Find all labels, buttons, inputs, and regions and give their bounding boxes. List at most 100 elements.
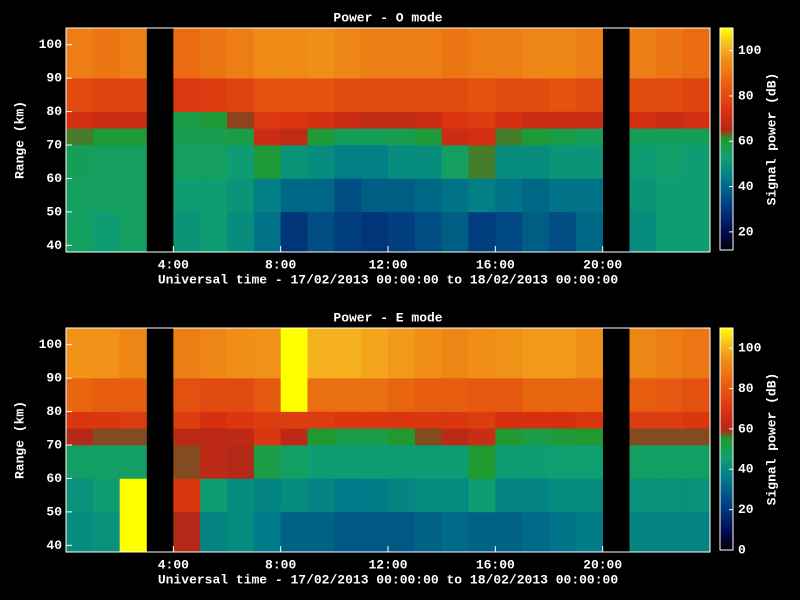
heat-cell (522, 428, 550, 446)
y-tick-label: 50 (46, 204, 62, 219)
heat-cell (307, 411, 335, 429)
heat-cell (549, 28, 577, 79)
heat-cell (414, 178, 442, 213)
heat-cell (414, 28, 442, 79)
heat-cell (683, 28, 711, 79)
heat-cell (307, 478, 335, 513)
heat-cell (468, 128, 496, 146)
heat-cell (549, 328, 577, 379)
heat-cell (414, 445, 442, 479)
heat-cell (522, 128, 550, 146)
heat-cell (280, 178, 308, 213)
heat-cell (522, 411, 550, 429)
heat-cell (361, 511, 389, 553)
heat-cell (334, 28, 362, 79)
heat-cell (253, 145, 281, 179)
heat-cell (388, 328, 416, 379)
heat-cell (173, 111, 201, 129)
heat-cell (495, 78, 523, 112)
y-tick-label: 60 (46, 171, 62, 186)
heat-cell (92, 111, 120, 129)
heat-cell (388, 378, 416, 412)
heat-cell (468, 511, 496, 553)
heat-cell (66, 445, 94, 479)
heat-cell (656, 178, 684, 213)
heat-cell (575, 428, 603, 446)
heat-cell (495, 445, 523, 479)
heat-cell (575, 128, 603, 146)
colorbar-tick-label: 40 (738, 179, 754, 194)
heat-cell (683, 428, 711, 446)
heat-cell (280, 428, 308, 446)
heat-cell (468, 78, 496, 112)
heat-cell (227, 111, 255, 129)
heat-cell (227, 328, 255, 379)
heat-cell (361, 128, 389, 146)
colorbar-label: Signal power (dB) (764, 73, 779, 206)
heat-cell (334, 328, 362, 379)
heat-cell (414, 378, 442, 412)
heat-cell (173, 411, 201, 429)
heat-cell (441, 445, 469, 479)
heat-cell (414, 78, 442, 112)
heat-cell (388, 511, 416, 553)
heat-cell (173, 511, 201, 553)
heat-cell (441, 111, 469, 129)
heat-cell (334, 111, 362, 129)
heat-cell (334, 511, 362, 553)
heat-cell (200, 28, 228, 79)
x-tick-label: 20:00 (583, 557, 622, 572)
heat-cell (66, 428, 94, 446)
heat-cell (307, 428, 335, 446)
heat-cell (414, 128, 442, 146)
heat-cell (575, 78, 603, 112)
heat-cell (361, 378, 389, 412)
y-tick-label: 70 (46, 437, 62, 452)
y-tick-label: 70 (46, 137, 62, 152)
heat-cell (656, 111, 684, 129)
colorbar-tick-label: 20 (738, 224, 754, 239)
heat-cell (629, 145, 657, 179)
heat-cell (280, 28, 308, 79)
heat-cell (253, 111, 281, 129)
heat-cell (683, 111, 711, 129)
heat-cell (656, 411, 684, 429)
x-tick-label: 20:00 (583, 257, 622, 272)
heat-cell (522, 445, 550, 479)
heat-cell (575, 411, 603, 429)
x-tick-label: 4:00 (158, 557, 189, 572)
heat-cell (227, 428, 255, 446)
heat-cell (361, 328, 389, 379)
heat-cell (468, 211, 496, 253)
heat-cell (468, 145, 496, 179)
heat-cell (92, 428, 120, 446)
y-axis-label: Range (km) (12, 401, 27, 479)
heat-cell (280, 211, 308, 253)
heat-cell (656, 445, 684, 479)
heat-cell (66, 111, 94, 129)
heat-cell (200, 145, 228, 179)
heat-cell (173, 211, 201, 253)
heat-cell (683, 445, 711, 479)
heat-cell (280, 445, 308, 479)
y-tick-label: 40 (46, 538, 62, 553)
y-tick-label: 40 (46, 238, 62, 253)
heat-cell (280, 111, 308, 129)
heat-cell (549, 478, 577, 513)
heat-cell (200, 511, 228, 553)
heat-cell (468, 28, 496, 79)
heat-cell (66, 78, 94, 112)
heat-cell (441, 511, 469, 553)
heat-cell (92, 445, 120, 479)
heat-cell (92, 511, 120, 553)
heat-cell (468, 328, 496, 379)
heat-cell (441, 378, 469, 412)
x-tick-label: 12:00 (368, 257, 407, 272)
heat-cell (173, 328, 201, 379)
heat-cell (200, 411, 228, 429)
heat-cell (495, 128, 523, 146)
heat-cell (468, 428, 496, 446)
heat-cell (307, 511, 335, 553)
heat-cell (173, 428, 201, 446)
heat-cell (119, 445, 147, 479)
